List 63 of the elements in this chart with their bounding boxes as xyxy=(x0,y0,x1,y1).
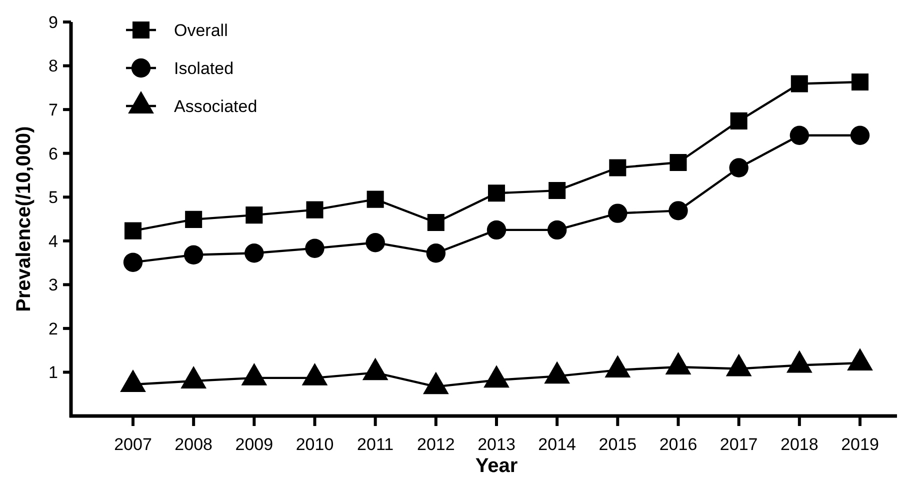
y-tick-label: 8 xyxy=(48,56,58,76)
point xyxy=(609,159,626,176)
x-tick-label: 2009 xyxy=(235,435,274,454)
x-tick-label: 2013 xyxy=(478,435,516,454)
point xyxy=(422,372,449,394)
point xyxy=(241,362,268,386)
y-axis-title: Prevalence(/10,000) xyxy=(13,126,35,312)
x-tick-label: 2016 xyxy=(659,435,698,454)
x-tick-label: 2015 xyxy=(598,435,637,454)
point xyxy=(608,204,628,223)
x-tick-label: 2014 xyxy=(538,435,576,454)
point xyxy=(547,220,567,240)
point xyxy=(486,220,506,240)
x-tick-label: 2012 xyxy=(417,435,455,454)
x-tick-label: 2008 xyxy=(174,435,212,454)
y-tick-label: 5 xyxy=(48,188,58,208)
point xyxy=(484,365,510,388)
x-tick-label: 2017 xyxy=(720,435,758,454)
y-tick-label: 4 xyxy=(48,232,58,251)
y-tick-label: 2 xyxy=(48,319,58,338)
x-tick-label: 2010 xyxy=(296,435,334,454)
x-axis-title: Year xyxy=(475,455,518,477)
point xyxy=(670,154,687,172)
legend-label: Overall xyxy=(174,20,228,40)
point xyxy=(665,352,692,374)
point xyxy=(548,182,566,200)
y-tick-label: 9 xyxy=(48,12,58,32)
y-tick-label: 1 xyxy=(48,363,58,382)
point xyxy=(790,126,810,145)
point xyxy=(366,190,384,208)
point xyxy=(604,355,631,378)
y-tick-label: 7 xyxy=(48,100,58,120)
point xyxy=(488,184,506,202)
point xyxy=(124,222,142,240)
point xyxy=(426,244,446,263)
point xyxy=(305,238,324,258)
x-tick-label: 2011 xyxy=(357,435,394,454)
point xyxy=(362,358,388,380)
point xyxy=(120,370,146,392)
x-tick-label: 2007 xyxy=(114,435,152,454)
point xyxy=(246,206,263,224)
point xyxy=(123,252,143,272)
point xyxy=(244,244,264,263)
y-tick-label: 6 xyxy=(48,144,58,164)
y-tick-label: 3 xyxy=(48,276,58,295)
point xyxy=(668,201,688,220)
point xyxy=(726,354,752,376)
point xyxy=(544,361,570,384)
point xyxy=(427,214,444,232)
x-tick-label: 2019 xyxy=(841,435,879,454)
legend-label: Associated xyxy=(174,96,258,116)
point xyxy=(847,348,873,370)
point xyxy=(850,126,870,145)
x-tick-label: 2018 xyxy=(780,435,818,454)
point xyxy=(366,233,385,252)
point xyxy=(184,245,204,264)
point xyxy=(729,158,748,178)
legend-label: Isolated xyxy=(174,58,234,78)
point xyxy=(180,366,207,388)
point xyxy=(185,210,202,228)
point xyxy=(306,201,324,218)
point xyxy=(302,362,328,386)
point xyxy=(786,350,812,373)
